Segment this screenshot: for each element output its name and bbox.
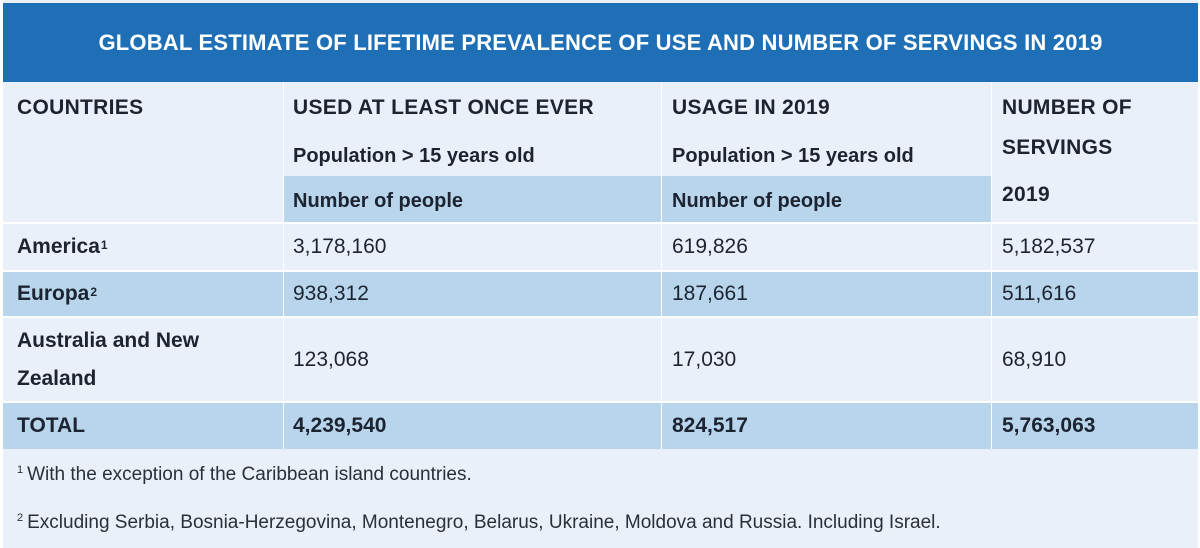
row-europa-used-ever: 938,312 [293,282,369,305]
header-usage-2019-unit: Number of people [672,190,843,212]
header-servings-line1: NUMBER OF [1002,96,1132,119]
footnote-mark: 2 [90,285,98,299]
footnote-2: 2 Excluding Serbia, Bosnia-Herzegovina, M… [17,512,941,534]
header-used-ever-population: Population > 15 years old [293,145,535,167]
column-divider-2 [661,82,662,449]
unit-row-band-col2 [283,176,661,222]
row-america-servings: 5,182,537 [1002,235,1096,258]
total-used-ever: 4,239,540 [293,414,387,437]
country-label: Europa [17,282,90,305]
header-servings-line2: SERVINGS [1002,136,1113,159]
row-divider-australia [3,401,1198,403]
row-australia-used-ever: 123,068 [293,347,369,371]
country-label-line2: Zealand [17,366,97,390]
row-australia-servings: 68,910 [1002,347,1067,371]
footnote-1-mark: 1 [17,464,24,476]
header-used-ever: USED AT LEAST ONCE EVER [293,96,594,119]
row-europa-usage-2019: 187,661 [672,282,748,305]
footnote-mark: 1 [100,238,108,252]
table-title: GLOBAL ESTIMATE OF LIFETIME PREVALENCE O… [3,3,1198,82]
row-band-total [3,402,1198,449]
country-label-line1: Australia and New [17,328,200,352]
column-divider-1 [283,82,284,449]
row-america-used-ever: 3,178,160 [293,235,387,258]
unit-row-band-col3 [661,176,991,222]
row-america-country: America 1 [17,224,279,270]
row-divider-america [3,270,1198,272]
row-america-usage-2019: 619,826 [672,235,748,258]
header-countries: COUNTRIES [17,96,144,119]
footnote-2-mark: 2 [17,512,24,524]
header-usage-2019: USAGE IN 2019 [672,96,830,119]
row-divider-header [3,222,1198,224]
footnote-2-text: Excluding Serbia, Bosnia-Herzegovina, Mo… [27,512,941,533]
row-europa-country: Europa 2 [17,272,279,316]
header-used-ever-unit: Number of people [293,190,464,212]
total-servings: 5,763,063 [1002,414,1096,437]
row-europa-servings: 511,616 [1002,282,1077,305]
row-australia-usage-2019: 17,030 [672,347,737,371]
row-australia-country: Australia and New Zealand [17,318,279,401]
header-servings-year: 2019 [1002,183,1050,206]
country-label: America [17,235,100,258]
header-usage-2019-population: Population > 15 years old [672,145,914,167]
row-divider-europa [3,316,1198,318]
footnote-1-text: With the exception of the Caribbean isla… [27,464,472,485]
row-band-europa [3,271,1198,316]
total-usage-2019: 824,517 [672,414,748,437]
prevalence-table-figure: GLOBAL ESTIMATE OF LIFETIME PREVALENCE O… [3,0,1198,548]
footnote-1: 1 With the exception of the Caribbean isl… [17,464,472,486]
column-divider-3 [991,82,992,449]
total-label: TOTAL [17,414,86,437]
